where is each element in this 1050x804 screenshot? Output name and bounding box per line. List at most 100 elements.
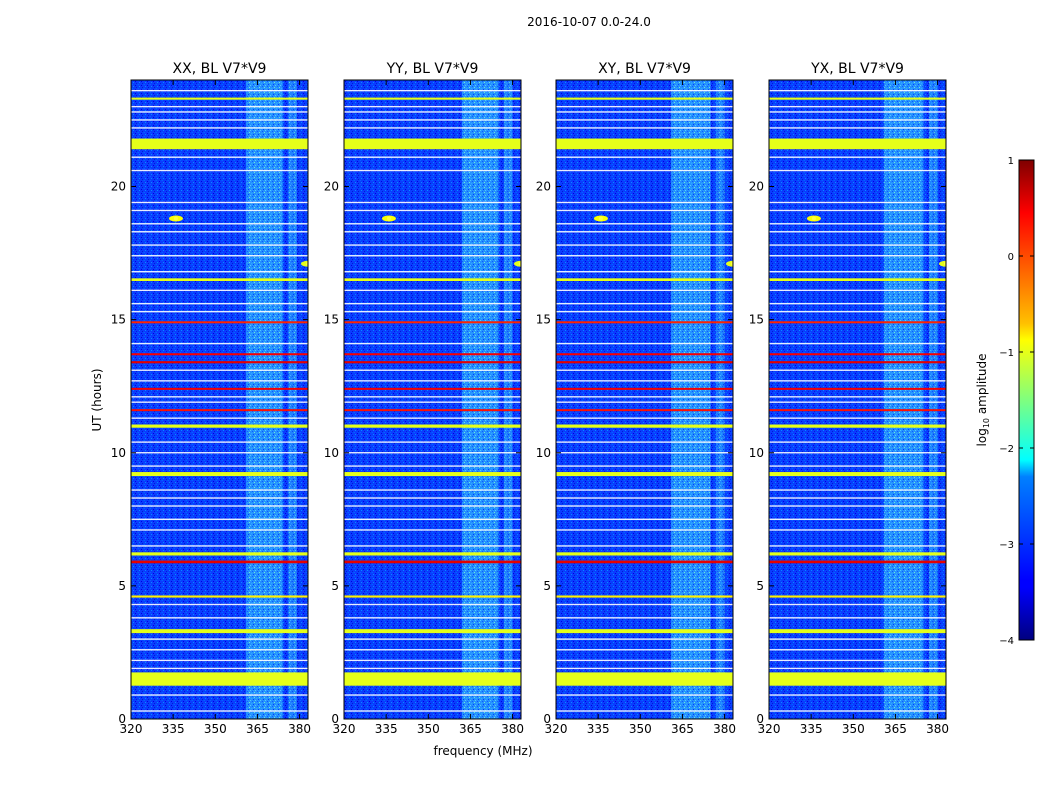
source-blob <box>726 260 733 267</box>
y-tick-label: 0 <box>118 712 126 726</box>
x-tick-label: 320 <box>333 722 356 736</box>
flag-band <box>344 672 521 686</box>
colorbar-ticks: 1 0 −1 −2 −3 −4 <box>999 156 1034 647</box>
figure-suptitle: 2016-10-07 0.0-24.0 <box>527 15 651 29</box>
colorbar-tick-label: 1 <box>1008 156 1014 167</box>
x-tick-label: 320 <box>545 722 568 736</box>
flag-line <box>769 105 946 108</box>
x-tick-label: 365 <box>459 722 482 736</box>
flag-band <box>556 595 733 598</box>
flag-line <box>344 310 521 313</box>
flag-line <box>769 380 946 382</box>
x-tick-label: 380 <box>501 722 524 736</box>
rfi-band <box>246 80 283 719</box>
colorbar-label-tail: amplitude <box>975 354 989 418</box>
flag-band <box>556 387 733 390</box>
flag-line <box>344 529 521 531</box>
flag-line <box>344 231 521 233</box>
flag-line <box>556 694 733 696</box>
flag-line <box>556 505 733 507</box>
flag-line <box>131 545 308 547</box>
flag-line <box>556 127 733 129</box>
colorbar-label-log: log <box>975 428 989 446</box>
flag-line <box>131 223 308 225</box>
flag-line <box>131 271 308 273</box>
flag-line <box>131 396 308 398</box>
flag-line <box>131 255 308 257</box>
flag-line <box>131 289 308 292</box>
flag-line <box>769 342 946 345</box>
flag-line <box>344 271 521 273</box>
panel: XY, BL V7*V9 320 335 350 365 380 0 5 10 15 20 <box>536 61 736 736</box>
flag-line <box>344 667 521 670</box>
flag-band <box>556 353 733 356</box>
flag-line <box>556 223 733 225</box>
flag-line <box>556 201 733 204</box>
flag-line <box>769 244 946 246</box>
flag-line <box>344 603 521 606</box>
flag-line <box>769 302 946 305</box>
colorbar-tick-label: −4 <box>999 636 1014 647</box>
colorbar-label-sub: 10 <box>982 418 991 428</box>
flag-line <box>769 369 946 371</box>
flag-band <box>769 629 946 634</box>
flag-line <box>131 489 308 491</box>
colorbar-gradient <box>1018 159 1035 641</box>
flag-line <box>769 441 946 443</box>
flag-line <box>556 710 733 712</box>
flag-line <box>131 156 308 158</box>
flag-band <box>769 560 946 564</box>
y-tick-label: 15 <box>324 313 339 327</box>
flag-band <box>344 595 521 598</box>
source-core <box>173 216 178 221</box>
flag-line <box>131 380 308 382</box>
flag-line <box>131 603 308 606</box>
y-tick-label: 5 <box>756 579 764 593</box>
flag-line <box>556 231 733 233</box>
flag-line <box>769 452 946 454</box>
y-tick-label: 15 <box>536 313 551 327</box>
flag-line <box>556 289 733 292</box>
y-tick-label: 10 <box>536 446 551 460</box>
x-tick-label: 320 <box>120 722 143 736</box>
flag-band <box>131 672 308 686</box>
flag-line <box>556 380 733 382</box>
flag-line <box>556 417 733 419</box>
flag-line <box>131 89 308 92</box>
flag-line <box>131 119 308 121</box>
flag-line <box>556 603 733 606</box>
flag-band <box>769 472 946 477</box>
flag-line <box>556 667 733 670</box>
flag-band <box>769 424 946 428</box>
flag-band <box>131 138 308 150</box>
flag-line <box>556 119 733 121</box>
flag-line <box>769 310 946 313</box>
flag-band <box>556 409 733 412</box>
flag-line <box>769 156 946 158</box>
flag-line <box>344 209 521 212</box>
flag-line <box>769 497 946 499</box>
y-tick-label: 15 <box>111 313 126 327</box>
flag-line <box>131 617 308 619</box>
flag-line <box>769 667 946 670</box>
rfi-band <box>929 80 938 719</box>
flag-band <box>131 361 308 364</box>
flag-band <box>556 278 733 282</box>
y-tick-label: 20 <box>111 180 126 194</box>
panel-title: YX, BL V7*V9 <box>810 61 904 77</box>
y-tick-label: 0 <box>331 712 339 726</box>
flag-line <box>556 169 733 172</box>
flag-line <box>344 401 521 403</box>
flag-band <box>769 278 946 282</box>
flag-line <box>556 156 733 158</box>
flag-band <box>769 552 946 556</box>
flag-line <box>131 649 308 651</box>
y-tick-label: 20 <box>536 180 551 194</box>
flag-line <box>556 209 733 212</box>
x-tick-label: 335 <box>587 722 610 736</box>
flag-line <box>769 289 946 292</box>
x-tick-label: 380 <box>713 722 736 736</box>
flag-line <box>344 201 521 204</box>
y-tick-label: 10 <box>749 446 764 460</box>
plot-area <box>556 80 733 719</box>
